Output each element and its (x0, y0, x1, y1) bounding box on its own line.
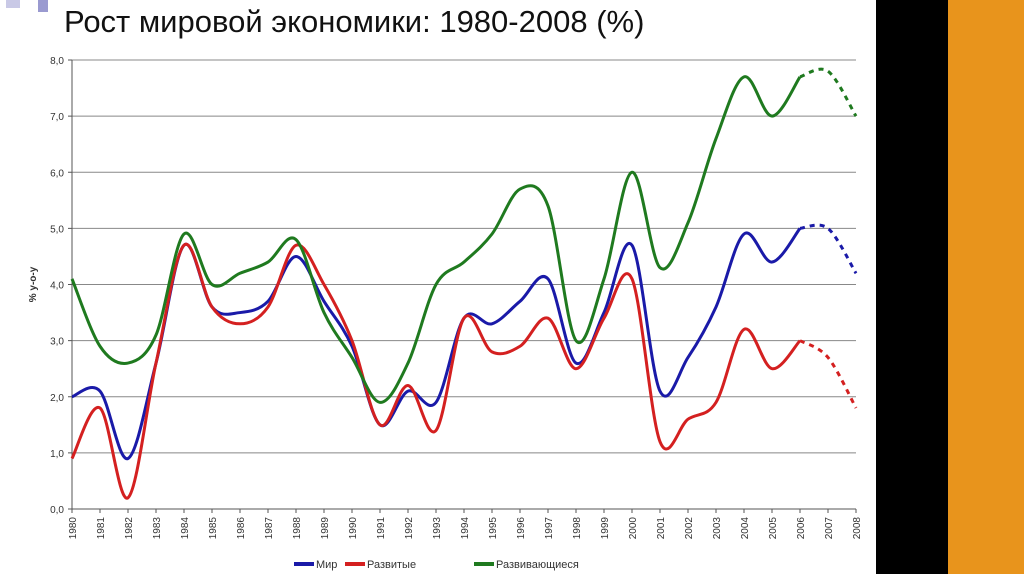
x-tick-label: 2004 (740, 517, 751, 540)
x-tick-label: 1996 (516, 517, 527, 540)
legend-label: Развивающиеся (496, 559, 579, 571)
x-tick-label: 2007 (824, 517, 835, 540)
legend-label: Мир (316, 559, 337, 571)
x-tick-label: 1984 (180, 517, 191, 540)
x-tick-label: 1991 (376, 517, 387, 540)
x-tick-label: 1998 (572, 517, 583, 540)
x-tick-label: 1987 (264, 517, 275, 540)
x-tick-label: 2005 (768, 517, 779, 540)
line-chart: 0,0 1,0 2,0 3,0 4,0 5,0 6,0 7,0 8,0 1980 1981 1982 1… (28, 56, 863, 571)
series-line-Развитые (70, 242, 802, 500)
x-tick-label: 1985 (208, 517, 219, 540)
slide (0, 0, 876, 574)
x-tick-label: 1992 (404, 517, 415, 540)
legend-label: Развитые (367, 559, 416, 571)
y-tick-label: 8,0 (50, 56, 64, 67)
x-tick-label: 2003 (712, 517, 723, 540)
x-tick-label: 1999 (600, 517, 611, 540)
y-tick-label: 5,0 (50, 224, 64, 235)
black-border (876, 0, 948, 574)
x-tick-label: 1989 (320, 517, 331, 540)
y-tick-label: 4,0 (50, 281, 64, 292)
x-tick-label: 1994 (460, 517, 471, 540)
x-tick-label: 2000 (628, 517, 639, 540)
x-tick-label: 1982 (124, 517, 135, 540)
x-tick-label: 1997 (544, 517, 555, 540)
x-tick-label: 1981 (96, 517, 107, 540)
decor-square (38, 0, 48, 12)
page-title: Рост мировой экономики: 1980-2008 (%) (64, 4, 645, 39)
x-tick-label: 2008 (852, 517, 863, 540)
x-tick-label: 1983 (152, 517, 163, 540)
x-tick-label: 2006 (796, 517, 807, 540)
x-tick-label: 1986 (236, 517, 247, 540)
y-tick-label: 0,0 (50, 505, 64, 516)
y-tick-label: 6,0 (50, 168, 64, 179)
x-tick-label: 1988 (292, 517, 303, 540)
series-line-Мир (71, 227, 802, 460)
y-tick-label: 1,0 (50, 449, 64, 460)
y-tick-label: 2,0 (50, 393, 64, 404)
x-tick-label: 1990 (348, 517, 359, 540)
series-forecast-Мир (799, 223, 858, 275)
x-tick-label: 2001 (656, 517, 667, 540)
x-tick-label: 2002 (684, 517, 695, 540)
y-tick-label: 3,0 (50, 337, 64, 348)
y-tick-label: 7,0 (50, 112, 64, 123)
orange-border (948, 0, 1024, 574)
y-axis-label: % y-o-y (28, 266, 39, 302)
series-line-Развивающиеся (70, 75, 802, 404)
x-tick-label: 1980 (68, 517, 79, 540)
series-forecast-Развивающиеся (799, 67, 858, 117)
decor-square (6, 0, 20, 8)
series-forecast-Развитые (799, 339, 858, 409)
x-tick-label: 1993 (432, 517, 443, 540)
x-tick-label: 1995 (488, 517, 499, 540)
